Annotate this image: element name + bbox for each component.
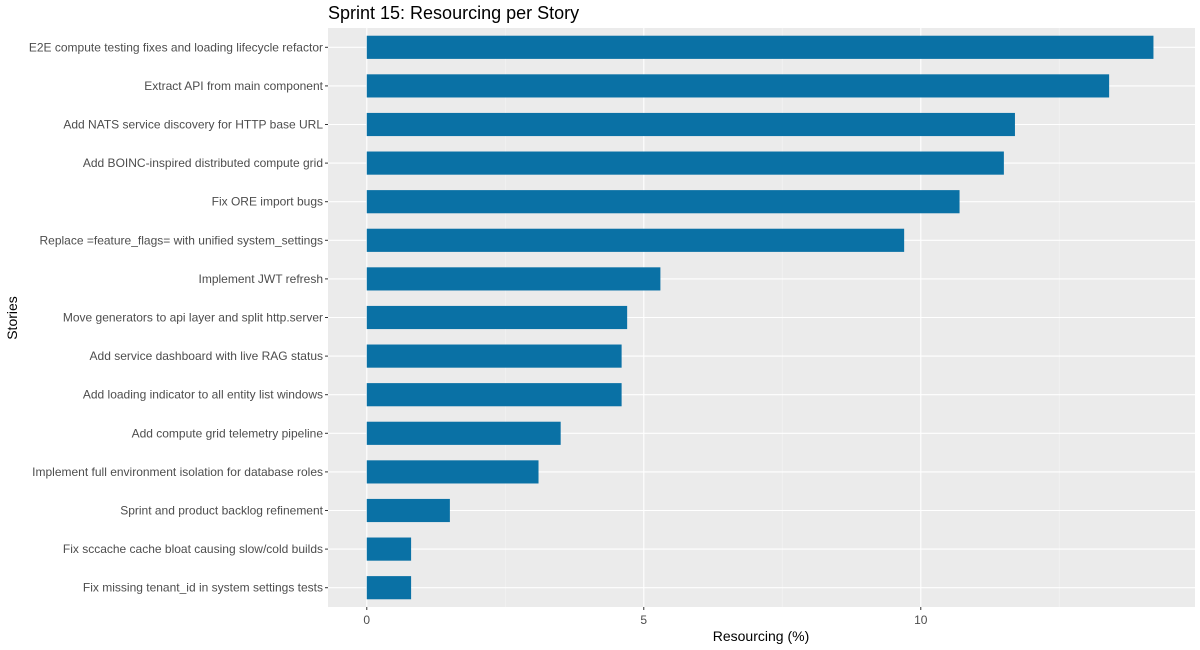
y-tick-label: Extract API from main component	[144, 79, 323, 93]
bar	[366, 421, 561, 445]
chart-title: Sprint 15: Resourcing per Story	[328, 3, 579, 23]
bar	[366, 344, 622, 368]
bar	[366, 151, 1004, 175]
y-tick-label: E2E compute testing fixes and loading li…	[29, 40, 323, 54]
bar	[366, 74, 1110, 98]
y-tick-label: Add NATS service discovery for HTTP base…	[63, 118, 323, 132]
bar	[366, 35, 1154, 59]
bar	[366, 112, 1015, 137]
bars	[366, 35, 1154, 600]
y-tick-label: Implement full environment isolation for…	[32, 465, 323, 479]
bar	[366, 576, 412, 600]
y-tick-label: Fix sccache cache bloat causing slow/col…	[63, 542, 323, 556]
y-tick-label: Fix ORE import bugs	[212, 195, 323, 209]
y-tick-label: Move generators to api layer and split h…	[63, 311, 323, 325]
bar	[366, 537, 412, 561]
bar	[366, 190, 960, 214]
y-axis: E2E compute testing fixes and loading li…	[29, 40, 328, 595]
bar	[366, 498, 450, 523]
bar	[366, 305, 628, 330]
x-tick-label: 5	[640, 613, 647, 627]
bar	[366, 267, 661, 291]
y-tick-label: Add compute grid telemetry pipeline	[132, 426, 324, 440]
y-axis-title: Stories	[4, 296, 20, 340]
y-tick-label: Sprint and product backlog refinement	[120, 504, 323, 518]
y-tick-label: Add BOINC-inspired distributed compute g…	[83, 156, 323, 170]
y-tick-label: Add service dashboard with live RAG stat…	[90, 349, 323, 363]
x-tick-label: 10	[914, 613, 928, 627]
y-tick-label: Add loading indicator to all entity list…	[83, 388, 323, 402]
bar	[366, 383, 622, 407]
x-tick-label: 0	[363, 613, 370, 627]
x-axis-title: Resourcing (%)	[713, 628, 809, 644]
y-tick-label: Implement JWT refresh	[199, 272, 323, 286]
y-tick-label: Replace =feature_flags= with unified sys…	[40, 233, 324, 247]
bar	[366, 228, 905, 252]
x-axis: 0 5 10	[363, 607, 928, 627]
bar	[366, 460, 539, 484]
y-tick-label: Fix missing tenant_id in system settings…	[83, 581, 323, 595]
